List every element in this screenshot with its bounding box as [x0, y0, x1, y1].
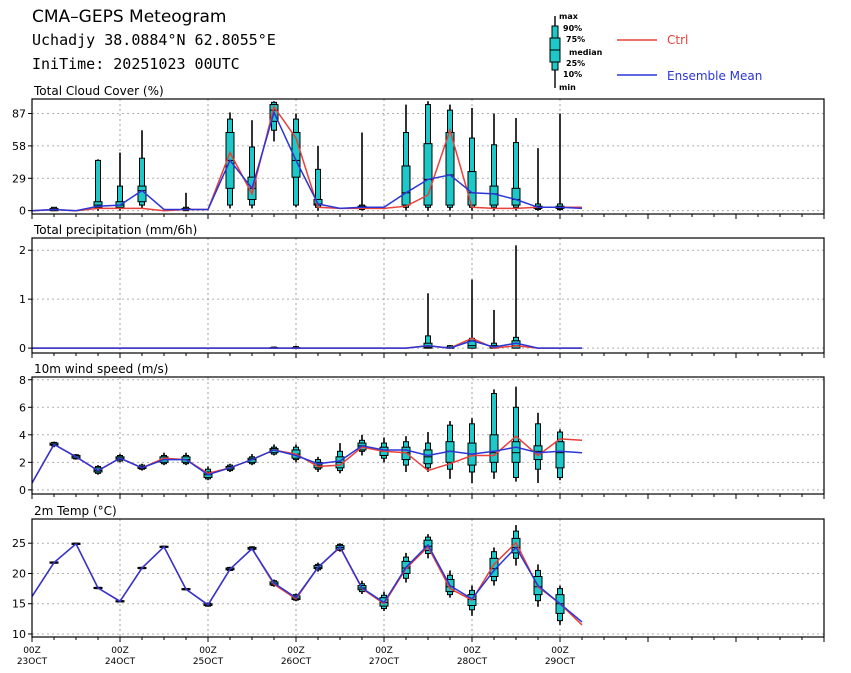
panel-plot	[32, 101, 583, 212]
panel-plot	[32, 245, 582, 349]
x-tick-label: 27OCT	[369, 657, 400, 667]
box-plot	[115, 152, 125, 211]
x-tick-label: 00Z	[551, 646, 569, 656]
box-10-90	[513, 142, 519, 208]
y-tick-label: 0	[19, 342, 26, 355]
box-25-75	[423, 143, 433, 206]
x-tick-label: 00Z	[199, 646, 217, 656]
panel-frame	[31, 518, 825, 638]
y-tick-label: 29	[12, 172, 26, 185]
x-tick-label: 00Z	[287, 646, 305, 656]
panel-title: Total precipitation (mm/6h)	[33, 223, 197, 237]
x-tick-label: 26OCT	[281, 657, 312, 667]
legend-box-label: 75%	[566, 35, 585, 44]
box-plot	[423, 293, 433, 349]
box-plot	[423, 432, 433, 472]
y-tick-label: 8	[19, 374, 26, 387]
box-plot	[467, 279, 477, 349]
init-time: IniTime: 20251023 00UTC	[32, 55, 240, 73]
box-plot	[467, 418, 477, 483]
y-tick-label: 0	[19, 484, 26, 497]
panel-frame	[31, 98, 825, 215]
ctrl-series-line	[32, 105, 582, 212]
y-tick-label: 58	[12, 140, 26, 153]
y-tick-label: 1	[19, 293, 26, 306]
legend-box-label: 90%	[563, 24, 582, 33]
station-location: Uchadjy 38.0884°N 62.8055°E	[32, 31, 276, 49]
x-tick-label: 00Z	[23, 646, 41, 656]
legend-mean-label: Ensemble Mean	[667, 69, 762, 83]
legend-box-label: min	[559, 83, 576, 92]
panel-plot	[32, 386, 583, 484]
box-plot	[137, 130, 147, 209]
y-tick-label: 2	[19, 456, 26, 469]
box-plot	[555, 429, 565, 481]
box-10-90	[249, 146, 255, 206]
x-tick-label: 00Z	[111, 646, 129, 656]
legend-box-label: max	[559, 12, 579, 21]
page-title: CMA–GEPS Meteogram	[32, 7, 227, 27]
box-25-75	[489, 557, 499, 577]
mean-series-line	[32, 542, 583, 623]
box-25-75	[401, 165, 411, 206]
box-10-90	[491, 144, 497, 208]
box-25-75	[489, 185, 499, 206]
panel-plot	[32, 525, 583, 626]
y-tick-label: 87	[12, 108, 26, 121]
y-tick-label: 0	[19, 205, 26, 218]
x-tick-label: 00Z	[463, 646, 481, 656]
legend-box-label: 10%	[563, 70, 582, 79]
legend-box-label: median	[569, 48, 603, 57]
box-plot	[93, 159, 103, 211]
box-25-75	[445, 131, 455, 206]
y-tick-label: 6	[19, 401, 26, 414]
x-tick-label: 00Z	[375, 646, 393, 656]
box-25-75	[511, 187, 521, 206]
x-tick-label: 25OCT	[193, 657, 224, 667]
mean-series-line	[32, 443, 583, 484]
box-plot	[181, 192, 191, 212]
mean-series-line	[32, 340, 582, 349]
x-tick-label: 24OCT	[105, 657, 136, 667]
box-10-90	[139, 157, 145, 206]
x-tick-label: 28OCT	[457, 657, 488, 667]
box-plot	[533, 148, 543, 211]
panel-title: 10m wind speed (m/s)	[34, 362, 168, 376]
box-plot	[357, 132, 367, 211]
legend-box-label: 25%	[566, 59, 585, 68]
y-tick-label: 25	[12, 537, 26, 550]
box-10-90	[95, 159, 101, 209]
mean-series-line	[32, 110, 583, 212]
panel-title: Total Cloud Cover (%)	[33, 84, 164, 98]
box-plot	[445, 421, 455, 479]
y-tick-label: 15	[12, 598, 26, 611]
box-plot	[511, 117, 521, 211]
box-10-90	[491, 393, 497, 473]
box-25-75	[291, 131, 301, 178]
box-plot	[555, 113, 565, 211]
panel-frame	[31, 237, 825, 354]
box-plot	[489, 389, 499, 479]
box-25-75	[511, 441, 521, 463]
panel-title: 2m Temp (°C)	[34, 504, 117, 518]
panel-frame	[31, 376, 825, 495]
box-plot	[489, 309, 499, 349]
legend-ctrl-label: Ctrl	[667, 33, 688, 47]
box-25-75	[555, 441, 565, 469]
y-tick-label: 20	[12, 567, 26, 580]
box-plot	[489, 113, 499, 211]
box-plot	[511, 245, 521, 349]
y-tick-label: 10	[12, 628, 26, 641]
box-25-75	[489, 434, 499, 463]
box-plot	[445, 104, 455, 211]
box-25-75	[93, 201, 103, 208]
y-tick-label: 2	[19, 244, 26, 257]
x-tick-label: 23OCT	[17, 657, 48, 667]
y-tick-label: 4	[19, 429, 26, 442]
box-plot	[533, 412, 543, 483]
box-plot	[511, 386, 521, 482]
x-tick-label: 29OCT	[545, 657, 576, 667]
